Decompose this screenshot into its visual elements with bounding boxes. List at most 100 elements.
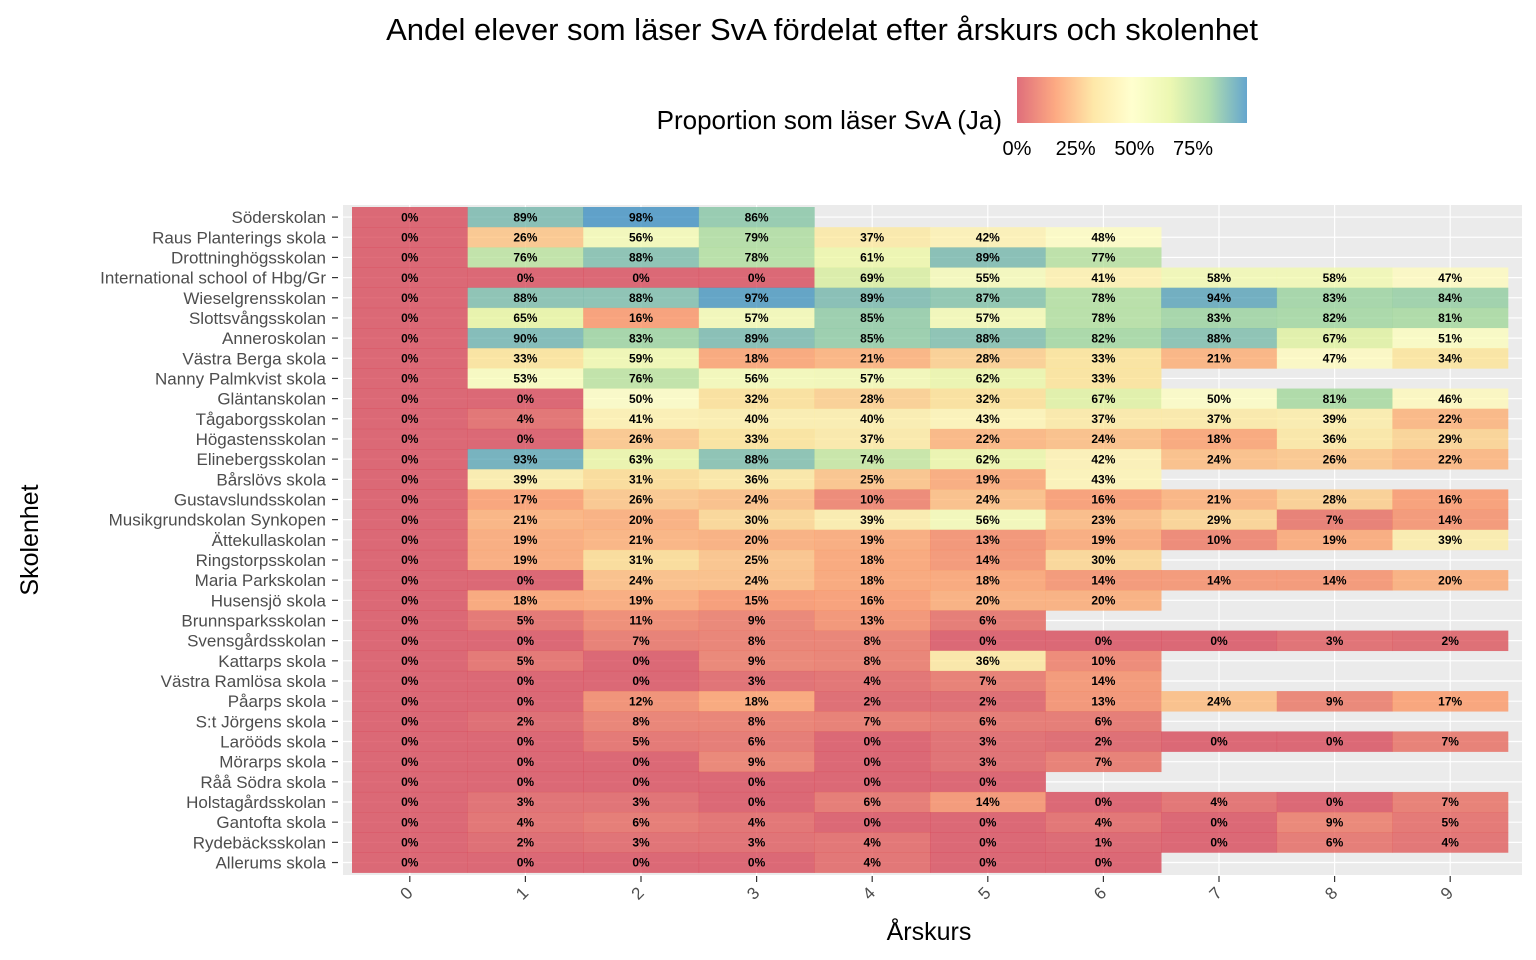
heatmap-cell <box>1045 852 1162 873</box>
heatmap-cell <box>814 751 931 773</box>
cell-value-label: 0% <box>401 856 419 870</box>
cell-value-label: 0% <box>632 271 650 285</box>
heatmap-cell <box>1045 227 1162 248</box>
cell-value-label: 84% <box>1438 291 1462 305</box>
cell-value-label: 39% <box>860 513 884 527</box>
cell-value-label: 19% <box>629 594 653 608</box>
heatmap-cell <box>930 791 1046 813</box>
cell-value-label: 13% <box>1091 694 1115 708</box>
cell-value-label: 0% <box>979 836 997 850</box>
cell-value-label: 0% <box>401 755 419 769</box>
cell-value-label: 2% <box>1442 634 1460 648</box>
cell-value-label: 3% <box>632 836 650 850</box>
cell-value-label: 43% <box>1091 472 1115 486</box>
cell-value-label: 36% <box>1323 432 1347 446</box>
cell-value-label: 56% <box>745 372 769 386</box>
heatmap-cell <box>352 469 468 490</box>
heatmap-cell <box>583 509 700 531</box>
cell-value-label: 0% <box>864 735 882 749</box>
cell-value-label: 14% <box>976 795 1000 809</box>
heatmap-cell <box>352 812 468 833</box>
heatmap-cell <box>1161 630 1278 652</box>
heatmap-cell <box>583 549 700 571</box>
y-tick-label: Råå Södra skola <box>200 773 326 792</box>
heatmap-cell <box>698 247 815 268</box>
heatmap-cell <box>1276 832 1393 853</box>
cell-value-label: 37% <box>1207 412 1231 426</box>
heatmap-cell <box>352 630 468 652</box>
heatmap-cell <box>1161 791 1278 813</box>
heatmap-cell <box>1392 832 1509 853</box>
cell-value-label: 33% <box>1091 351 1115 365</box>
heatmap-cell <box>583 650 700 672</box>
heatmap-cell <box>467 287 584 309</box>
heatmap-cell <box>1276 428 1393 450</box>
cell-value-label: 0% <box>517 432 535 446</box>
heatmap-cell <box>1161 287 1278 309</box>
heatmap-cell <box>1276 267 1393 288</box>
heatmap-cell <box>930 832 1046 853</box>
cell-value-label: 14% <box>1091 573 1115 587</box>
cell-value-label: 16% <box>629 311 653 325</box>
cell-value-label: 0% <box>864 755 882 769</box>
heatmap-cell <box>1392 812 1509 833</box>
heatmap-cell <box>1161 812 1278 833</box>
heatmap-cell <box>814 590 931 611</box>
heatmap-cell <box>1276 489 1393 510</box>
x-tick-label: 7 <box>1206 883 1226 903</box>
heatmap-cell <box>1045 529 1162 551</box>
cell-value-label: 20% <box>745 533 769 547</box>
cell-value-label: 83% <box>1207 311 1231 325</box>
heatmap-cell <box>352 751 468 773</box>
cell-value-label: 16% <box>1091 493 1115 507</box>
heatmap-cell <box>467 307 584 329</box>
heatmap-cell <box>814 509 931 531</box>
heatmap-cell <box>930 529 1046 551</box>
cell-value-label: 94% <box>1207 291 1231 305</box>
heatmap-cell <box>1161 509 1278 531</box>
heatmap-cell <box>698 812 815 833</box>
cell-value-label: 26% <box>629 432 653 446</box>
heatmap-cell <box>930 812 1046 833</box>
heatmap-cell <box>352 408 468 430</box>
heatmap-cell <box>583 832 700 853</box>
heatmap-cell <box>583 227 700 248</box>
cell-value-label: 0% <box>401 472 419 486</box>
heatmap-cell <box>698 691 815 712</box>
cell-value-label: 97% <box>745 291 769 305</box>
cell-value-label: 0% <box>517 392 535 406</box>
heatmap-cell <box>1161 691 1278 712</box>
heatmap-cell <box>698 852 815 873</box>
cell-value-label: 18% <box>745 351 769 365</box>
cell-value-label: 29% <box>1438 432 1462 446</box>
heatmap-cell <box>814 812 931 833</box>
cell-value-label: 82% <box>1323 311 1347 325</box>
heatmap-cell <box>1045 570 1162 591</box>
cell-value-label: 0% <box>401 775 419 789</box>
x-tick-label: 5 <box>974 883 994 903</box>
heatmap-cell <box>814 388 931 409</box>
heatmap-cell <box>698 227 815 248</box>
cell-value-label: 0% <box>401 230 419 244</box>
cell-value-label: 17% <box>1438 694 1462 708</box>
cell-value-label: 31% <box>629 553 653 567</box>
cell-value-label: 20% <box>1438 573 1462 587</box>
heatmap-cell <box>1392 408 1509 430</box>
cell-value-label: 69% <box>860 271 884 285</box>
heatmap-cell <box>1276 408 1393 430</box>
cell-value-label: 3% <box>748 836 766 850</box>
y-tick-label: Slottsvångsskolan <box>189 309 326 328</box>
x-tick-label: 2 <box>628 883 648 903</box>
y-axis-title: Skolenhet <box>16 484 44 595</box>
heatmap-cell <box>583 711 700 732</box>
cell-value-label: 21% <box>1207 493 1231 507</box>
heatmap-cell <box>467 570 584 591</box>
heatmap-cell <box>814 247 931 268</box>
legend-title: Proportion som läser SvA (Ja) <box>657 105 1002 135</box>
cell-value-label: 29% <box>1207 513 1231 527</box>
heatmap-cell <box>814 791 931 813</box>
chart-title: Andel elever som läser SvA fördelat efte… <box>386 12 1258 47</box>
heatmap-cell <box>698 489 815 510</box>
heatmap-cell <box>467 368 584 389</box>
